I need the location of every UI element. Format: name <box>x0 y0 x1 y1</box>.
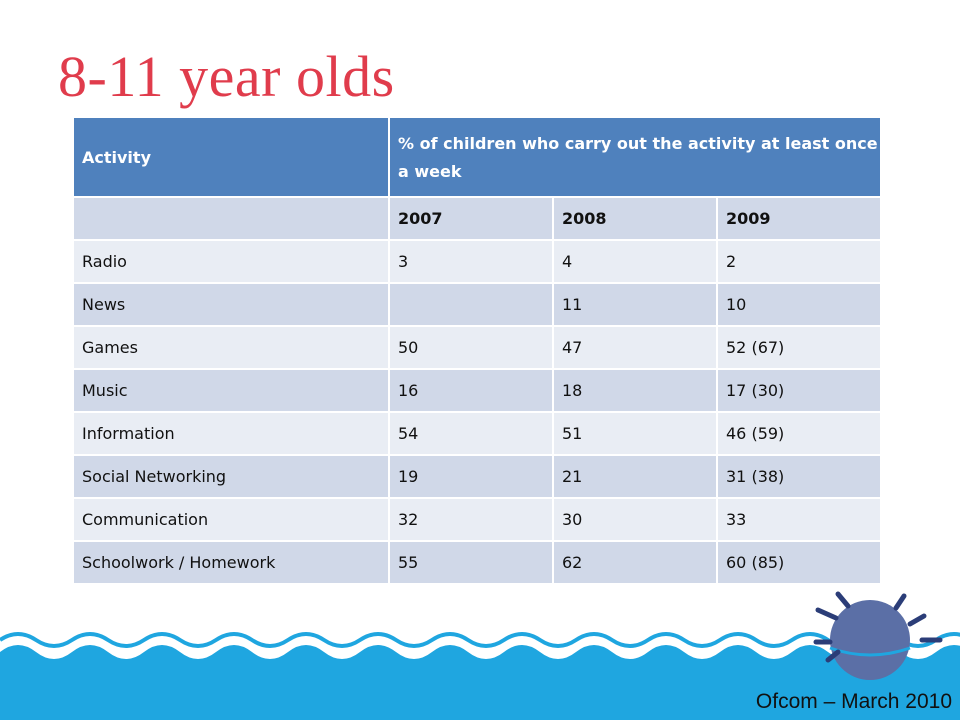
year-header-2008: 2008 <box>552 196 718 241</box>
value-2009-cell: 31 (38) <box>715 454 883 499</box>
activity-cell: Social Networking <box>72 454 390 499</box>
activity-table: Activity % of children who carry out the… <box>72 116 883 585</box>
value-2009-cell: 33 <box>715 497 883 542</box>
activity-cell: News <box>72 282 390 327</box>
header-measure: % of children who carry out the activity… <box>387 116 883 198</box>
value-2007-cell <box>388 282 554 327</box>
table-row: Schoolwork / Homework 55 62 60 (85) <box>72 540 883 585</box>
table-row: Communication 32 30 33 <box>72 497 883 542</box>
water-waves-graphic <box>0 632 960 720</box>
value-2008-cell: 21 <box>552 454 718 499</box>
value-2009-cell: 46 (59) <box>715 411 883 456</box>
value-2008-cell: 30 <box>552 497 718 542</box>
value-2007-cell: 50 <box>388 325 554 370</box>
spiky-ball-mascot-icon <box>813 591 943 680</box>
activity-cell: Music <box>72 368 390 413</box>
value-2009-cell: 2 <box>715 239 883 284</box>
value-2007-cell: 55 <box>388 540 554 585</box>
slide-title: 8-11 year olds <box>58 44 395 109</box>
year-header-2009: 2009 <box>715 196 883 241</box>
value-2007-cell: 16 <box>388 368 554 413</box>
activity-cell: Communication <box>72 497 390 542</box>
table-row: Information 54 51 46 (59) <box>72 411 883 456</box>
value-2008-cell: 47 <box>552 325 718 370</box>
table-row: Radio 3 4 2 <box>72 239 883 284</box>
value-2009-cell: 10 <box>715 282 883 327</box>
value-2009-cell: 60 (85) <box>715 540 883 585</box>
activity-cell: Games <box>72 325 390 370</box>
source-credit: Ofcom – March 2010 <box>755 690 952 713</box>
year-header-empty-cell <box>72 196 390 241</box>
value-2009-cell: 17 (30) <box>715 368 883 413</box>
value-2008-cell: 62 <box>552 540 718 585</box>
value-2007-cell: 32 <box>388 497 554 542</box>
year-header-2007: 2007 <box>388 196 554 241</box>
header-activity: Activity <box>72 116 390 198</box>
table-row: Games 50 47 52 (67) <box>72 325 883 370</box>
value-2008-cell: 11 <box>552 282 718 327</box>
value-2008-cell: 18 <box>552 368 718 413</box>
value-2007-cell: 19 <box>388 454 554 499</box>
value-2007-cell: 3 <box>388 239 554 284</box>
value-2008-cell: 4 <box>552 239 718 284</box>
table-row: Social Networking 19 21 31 (38) <box>72 454 883 499</box>
activity-cell: Radio <box>72 239 390 284</box>
year-header-row: 2007 2008 2009 <box>72 196 883 241</box>
table-row: Music 16 18 17 (30) <box>72 368 883 413</box>
activity-cell: Schoolwork / Homework <box>72 540 390 585</box>
table-header-row: Activity % of children who carry out the… <box>72 116 883 198</box>
table-row: News 11 10 <box>72 282 883 327</box>
value-2007-cell: 54 <box>388 411 554 456</box>
value-2008-cell: 51 <box>552 411 718 456</box>
activity-cell: Information <box>72 411 390 456</box>
value-2009-cell: 52 (67) <box>715 325 883 370</box>
